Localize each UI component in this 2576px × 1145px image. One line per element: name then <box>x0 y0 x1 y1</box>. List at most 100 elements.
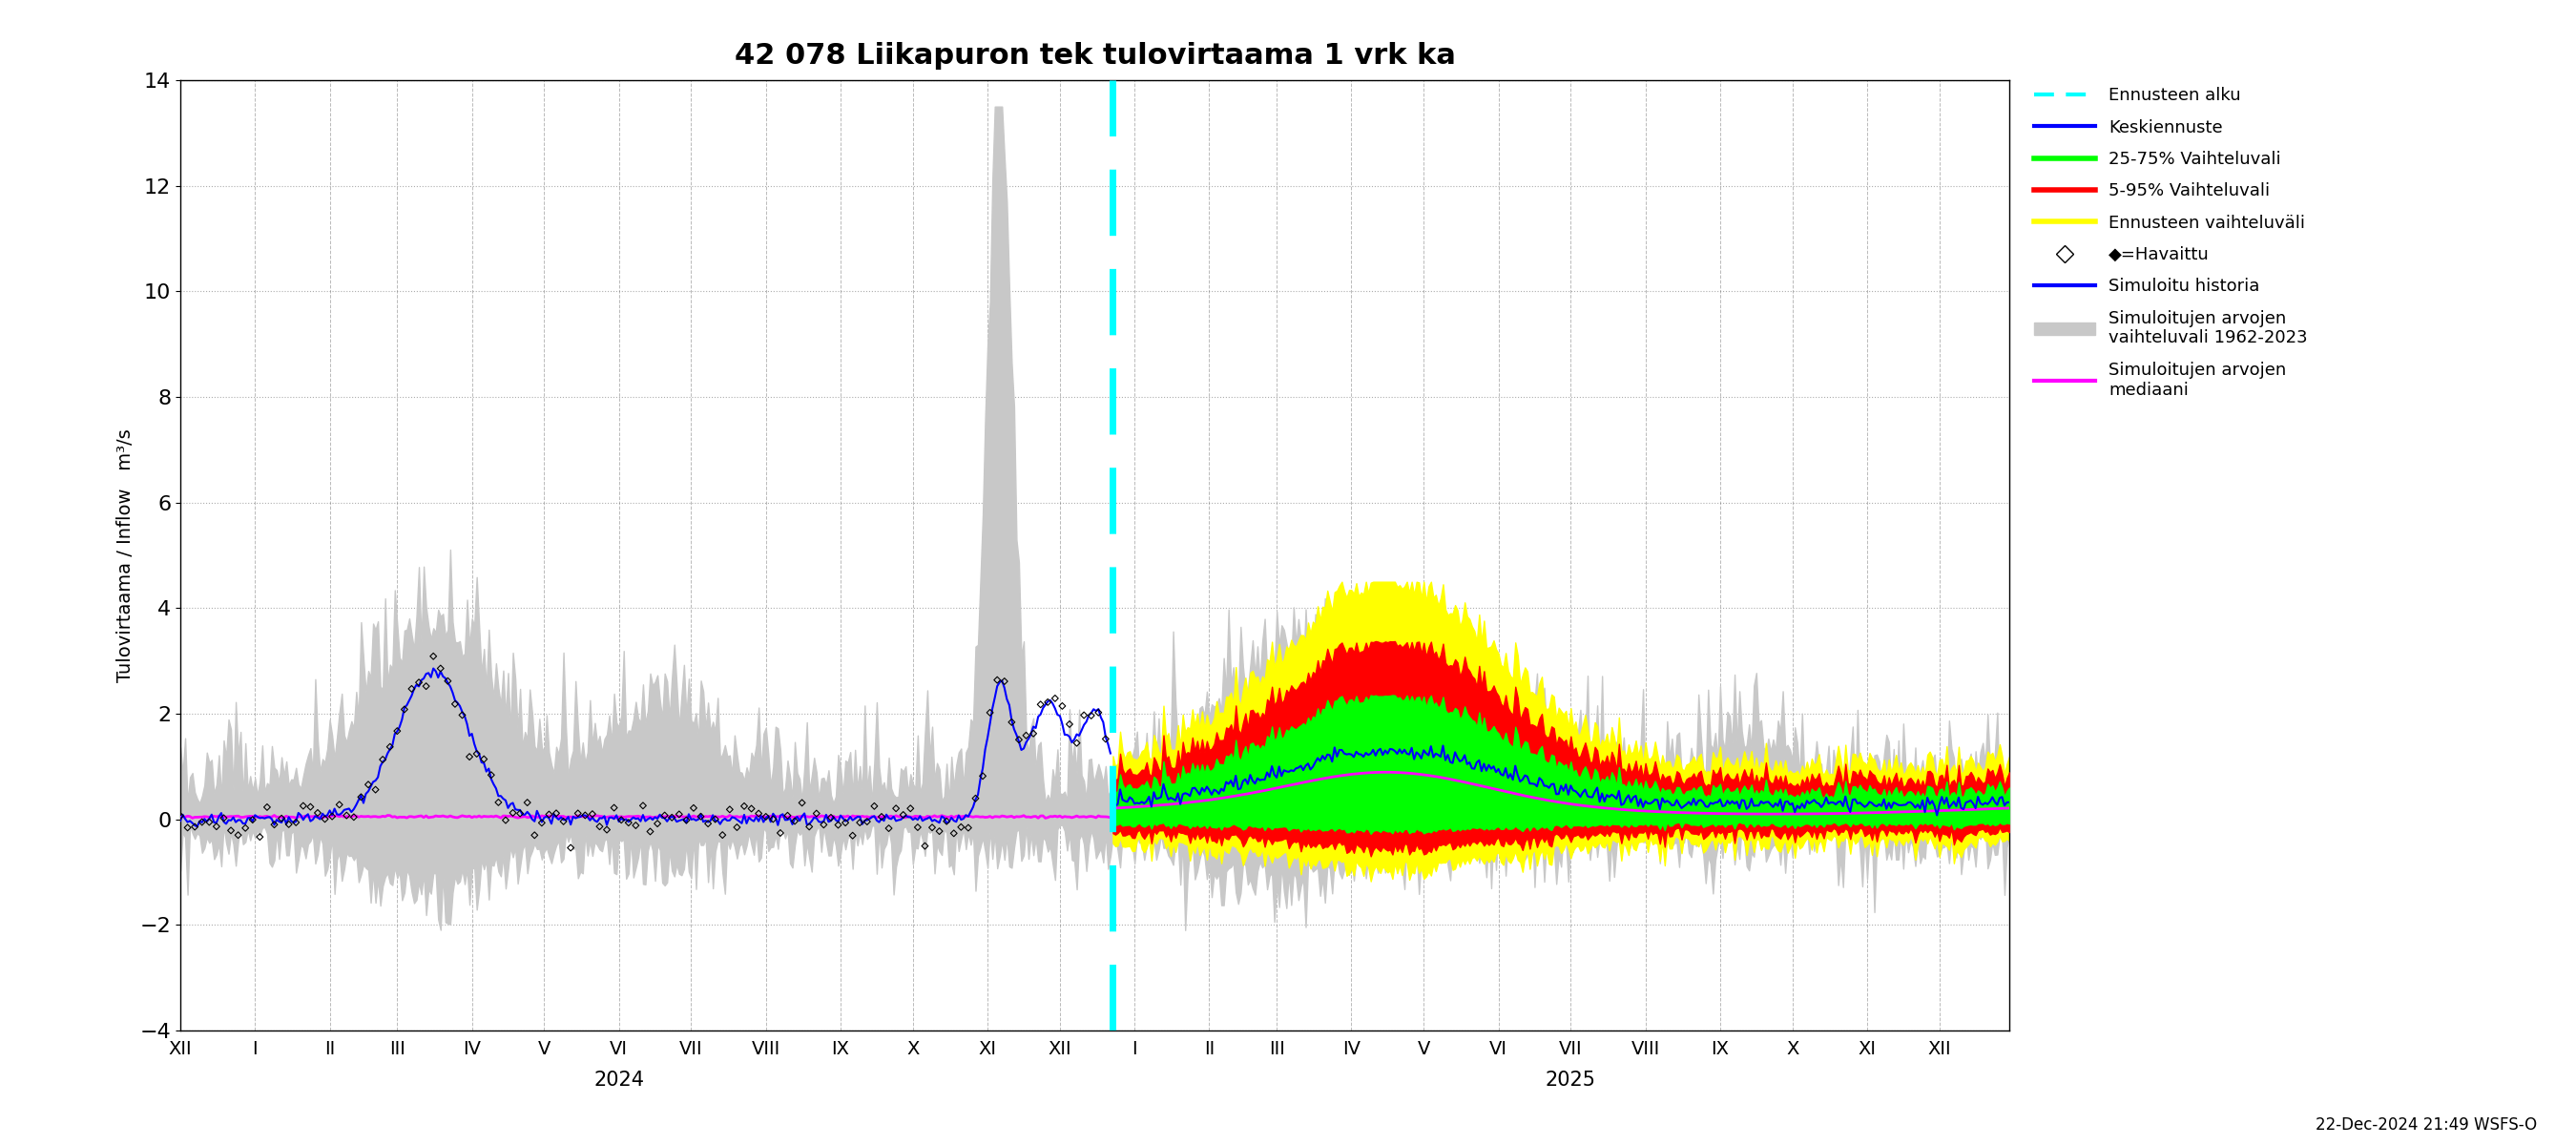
Point <box>760 823 801 842</box>
Point <box>804 815 845 834</box>
Point <box>435 695 477 713</box>
Legend: Ennusteen alku, Keskiennuste, 25-75% Vaihteluvali, 5-95% Vaihteluvali, Ennusteen: Ennusteen alku, Keskiennuste, 25-75% Vai… <box>2027 80 2313 405</box>
Point <box>363 750 404 768</box>
Point <box>868 819 909 837</box>
Point <box>644 806 685 824</box>
Point <box>724 797 765 815</box>
Point <box>515 826 556 844</box>
Point <box>652 808 693 827</box>
Point <box>216 826 258 844</box>
Point <box>925 812 966 830</box>
Point <box>848 813 889 831</box>
Point <box>448 748 489 766</box>
Point <box>1084 729 1126 748</box>
Point <box>327 806 368 824</box>
Point <box>1005 726 1046 744</box>
Point <box>376 721 417 740</box>
Point <box>1056 734 1097 752</box>
Point <box>600 811 641 829</box>
Point <box>992 713 1033 732</box>
Point <box>680 807 721 826</box>
Point <box>904 837 945 855</box>
Point <box>484 811 526 829</box>
Point <box>672 799 714 818</box>
Point <box>817 815 858 834</box>
Point <box>340 788 381 806</box>
Point <box>969 703 1010 721</box>
Point <box>211 821 252 839</box>
Point <box>224 819 265 837</box>
Point <box>623 797 665 815</box>
Point <box>520 814 562 832</box>
Point <box>276 813 317 831</box>
Point <box>592 798 634 816</box>
Point <box>384 701 425 719</box>
Point <box>477 793 518 812</box>
Point <box>1077 703 1118 721</box>
Point <box>840 813 881 831</box>
Text: 22-Dec-2024 21:49 WSFS-O: 22-Dec-2024 21:49 WSFS-O <box>2316 1116 2537 1134</box>
Point <box>420 660 461 678</box>
Point <box>860 807 902 826</box>
Point <box>556 804 598 822</box>
Point <box>853 797 894 815</box>
Point <box>471 766 513 784</box>
Point <box>507 793 549 812</box>
Point <box>701 826 742 844</box>
Point <box>811 808 853 827</box>
Point <box>564 806 605 824</box>
Point <box>956 789 997 807</box>
Text: 2024: 2024 <box>592 1071 644 1089</box>
Point <box>528 805 569 823</box>
Point <box>1041 697 1082 716</box>
Point <box>940 818 981 836</box>
Point <box>948 819 989 837</box>
Point <box>551 838 592 856</box>
Point <box>832 827 873 845</box>
Point <box>399 673 440 692</box>
Point <box>920 822 961 840</box>
Point <box>744 807 786 826</box>
Point <box>368 737 410 756</box>
Point <box>260 810 301 828</box>
Point <box>616 816 657 835</box>
Point <box>732 799 773 818</box>
Point <box>247 798 289 816</box>
Point <box>536 804 577 822</box>
Point <box>976 671 1018 689</box>
Point <box>252 815 294 834</box>
Point <box>464 750 505 768</box>
Point <box>580 818 621 836</box>
Point <box>1072 706 1113 725</box>
Point <box>1020 695 1061 713</box>
Point <box>204 808 245 827</box>
Point <box>428 672 469 690</box>
Point <box>1028 693 1069 711</box>
Title: 42 078 Liikapuron tek tulovirtaama 1 vrk ka: 42 078 Liikapuron tek tulovirtaama 1 vrk… <box>734 42 1455 70</box>
Point <box>688 814 729 832</box>
Point <box>348 775 389 793</box>
Point <box>708 800 750 819</box>
Point <box>283 797 325 815</box>
Point <box>665 811 706 829</box>
Point <box>500 804 541 822</box>
Point <box>456 744 497 763</box>
Point <box>304 810 345 828</box>
Point <box>739 804 781 822</box>
Point <box>240 828 281 846</box>
Point <box>912 819 953 837</box>
Point <box>889 799 930 818</box>
Point <box>167 819 209 837</box>
Point <box>355 781 397 799</box>
Point <box>659 805 701 823</box>
Point <box>933 824 974 843</box>
Point <box>296 804 337 822</box>
Point <box>312 807 353 826</box>
Point <box>440 706 482 725</box>
Point <box>896 819 938 837</box>
Point <box>629 822 670 840</box>
Point <box>608 813 649 831</box>
Point <box>696 810 737 828</box>
Point <box>180 813 222 831</box>
Point <box>175 818 216 836</box>
